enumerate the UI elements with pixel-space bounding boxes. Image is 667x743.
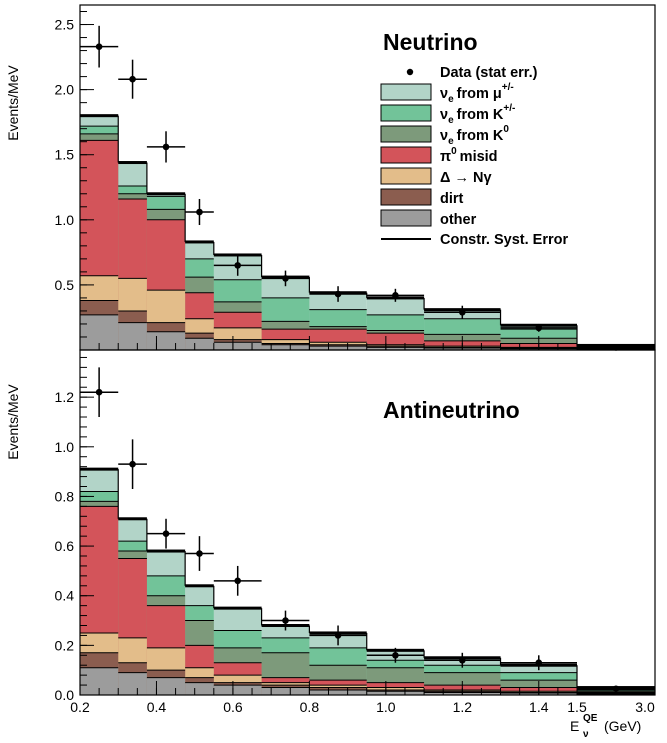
data-point-10 (612, 685, 620, 693)
data-point-8 (459, 308, 466, 316)
syst-band-0 (80, 467, 119, 471)
legend-swatch-delta (380, 167, 432, 185)
y-tick-label-1-1: 0.2 (55, 637, 75, 653)
x-axis-label: E QE ν (GeV) (570, 713, 641, 740)
legend-data-marker (406, 68, 414, 76)
legend-label-nu-e-from-k0: νe from K0 (440, 124, 509, 147)
legend-swatch-other (380, 209, 432, 227)
y-tick-label-1-0: 0.0 (55, 687, 75, 703)
legend-swatch-dirt (380, 188, 432, 206)
data-point-0 (95, 388, 103, 396)
data-point-4 (234, 577, 242, 585)
bar-other-7 (366, 691, 425, 695)
data-point-2 (162, 143, 170, 151)
syst-band-1 (118, 161, 147, 165)
syst-band-2 (146, 192, 186, 196)
data-point-7 (392, 292, 399, 299)
panel-0: 0.5 1.0 1.5 2.0 2.5 (55, 4, 656, 351)
y-tick-label-1-3: 0.6 (55, 538, 75, 554)
syst-band-3 (185, 240, 214, 244)
legend-swatch-nu-e-from-k (380, 104, 432, 122)
x-tick-labels: 0.2 0.4 0.6 0.8 1.0 1.2 1.4 1.5 3.0 (70, 699, 655, 715)
x-tick-label-2: 0.6 (223, 699, 243, 715)
y-tick-label-1-6: 1.2 (55, 389, 75, 405)
x-tick-label-8: 3.0 (635, 699, 655, 715)
x-tick-label-4: 1.0 (376, 699, 396, 715)
data-point-5 (282, 617, 289, 624)
y-tick-label-0-0: 0.5 (55, 277, 75, 293)
bar-other-5 (261, 344, 310, 350)
legend-swatch-nu-e-from-mu (380, 83, 432, 101)
x-tick-label-0: 0.2 (70, 699, 90, 715)
data-point-5 (282, 275, 289, 282)
y-tick-label-1-4: 0.8 (55, 488, 75, 504)
x-axis-label-sup: QE (583, 713, 598, 724)
legend-swatch-nu-e-from-k0 (380, 125, 432, 143)
panels-group: 0.5 1.0 1.5 2.0 2.5 0.0 0.2 0.4 0.6 0.8 1.0 1.2 (55, 4, 656, 703)
data-point-6 (334, 290, 342, 298)
panel-title-neutrino: Neutrino (383, 29, 478, 55)
x-tick-label-1: 0.4 (147, 699, 167, 715)
data-point-9 (535, 324, 543, 332)
data-point-1 (129, 75, 136, 83)
syst-band-2 (146, 549, 186, 553)
bar-other-3 (185, 338, 214, 350)
data-point-3 (196, 550, 203, 557)
bar-other-5 (261, 687, 310, 695)
y-tick-label-0-2: 1.5 (55, 147, 75, 163)
panel-1: 0.0 0.2 0.4 0.6 0.8 1.0 1.2 (55, 349, 656, 703)
y-tick-label-1-2: 0.4 (55, 588, 75, 604)
bar-other-4 (213, 685, 262, 695)
x-tick-label-3: 0.8 (300, 699, 320, 715)
panel-title-antineutrino: Antineutrino (383, 397, 520, 423)
panel-frame-1 (79, 349, 656, 696)
bar-other-6 (309, 690, 367, 695)
data-point-10 (612, 344, 620, 351)
bar-other-3 (185, 682, 214, 695)
data-point-6 (334, 632, 342, 639)
x-tick-label-5: 1.2 (453, 699, 473, 715)
legend: Data (stat err.) νe from μ+/- νe from K+/-… (380, 65, 568, 248)
data-point-2 (162, 530, 170, 537)
bar-other-4 (213, 342, 262, 350)
data-point-4 (234, 262, 242, 269)
bar-other-1 (118, 322, 147, 350)
data-point-8 (459, 656, 466, 664)
legend-label-delta: Δ → Nγ (440, 170, 492, 186)
legend-label-nu-e-from-mu: νe from μ+/- (440, 82, 514, 105)
bar-other-1 (118, 672, 147, 695)
x-axis-label-main: E (570, 718, 579, 734)
x-axis-label-unit: (GeV) (604, 718, 641, 734)
legend-label-nu-e-from-k: νe from K+/- (440, 103, 515, 126)
bar-other-6 (309, 346, 367, 350)
y-tick-label-1-5: 1.0 (55, 439, 75, 455)
y-tick-label-0-3: 2.0 (55, 82, 75, 98)
bar-other-2 (146, 331, 186, 350)
legend-label-other: other (440, 212, 477, 228)
y-axis-label-top: Events/MeV (5, 65, 21, 141)
data-point-0 (95, 43, 103, 50)
y-tick-label-0-1: 1.0 (55, 212, 75, 228)
x-axis-label-sub: ν (583, 729, 589, 740)
y-tick-label-0-4: 2.5 (55, 17, 75, 33)
data-point-3 (196, 208, 203, 216)
legend-swatch-pi0-misid (380, 146, 432, 164)
x-tick-label-6: 1.4 (529, 699, 549, 715)
data-point-1 (129, 460, 136, 468)
syst-band-3 (185, 584, 214, 588)
data-point-9 (535, 659, 543, 667)
legend-label-pi0-misid: π0 misid (440, 146, 498, 165)
bar-other-2 (146, 677, 186, 695)
syst-band-1 (118, 517, 147, 521)
data-point-7 (392, 651, 399, 659)
syst-band-0 (80, 114, 119, 118)
syst-band-4 (213, 606, 262, 610)
x-tick-label-7: 1.5 (567, 699, 587, 715)
legend-label-dirt: dirt (440, 191, 464, 207)
legend-label-syst: Constr. Syst. Error (440, 232, 568, 248)
y-axis-label-bottom: Events/MeV (5, 384, 21, 460)
bar-other-7 (366, 347, 425, 350)
legend-data-label: Data (stat err.) (440, 65, 538, 81)
